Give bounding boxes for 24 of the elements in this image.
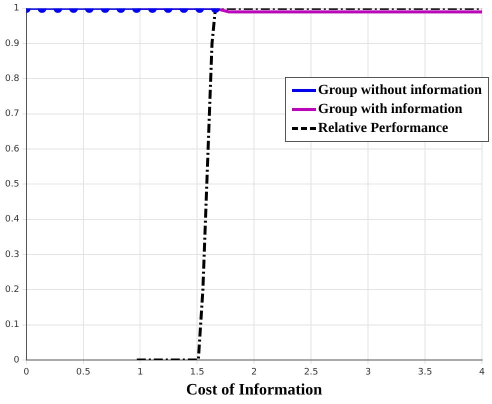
x-tick-label: 2 bbox=[251, 368, 258, 378]
x-tick-label: 2.5 bbox=[304, 368, 318, 378]
x-tick-label: 3 bbox=[365, 368, 371, 378]
x-tick-label: 1.5 bbox=[190, 368, 204, 378]
y-tick-label: 0.2 bbox=[4, 285, 20, 296]
x-tick-label: 0.5 bbox=[76, 368, 90, 378]
y-tick-label: 0.5 bbox=[4, 180, 20, 190]
legend-label: Relative Performance bbox=[317, 120, 450, 138]
y-tick-label: 0.7 bbox=[4, 109, 20, 120]
legend-label: Group without information bbox=[317, 82, 482, 100]
y-tick-label: 0.1 bbox=[4, 320, 20, 330]
legend-label: Group with information bbox=[317, 100, 464, 118]
x-tick-label: 3.5 bbox=[418, 368, 432, 378]
y-tick-label: 0 bbox=[14, 355, 20, 366]
x-tick-label: 1 bbox=[137, 368, 144, 378]
y-tick-label: 0.4 bbox=[4, 214, 20, 225]
x-tick-label: 4 bbox=[479, 368, 486, 378]
y-tick-label: 1 bbox=[14, 4, 20, 14]
y-tick-label: 0.8 bbox=[4, 74, 20, 84]
y-tick-label: 0.9 bbox=[4, 38, 20, 49]
x-axis-title: Cost of Information bbox=[186, 382, 322, 399]
x-tick-label: 0 bbox=[23, 368, 30, 378]
y-tick-label: 0.3 bbox=[4, 250, 20, 260]
y-tick-label: 0.6 bbox=[4, 144, 20, 154]
